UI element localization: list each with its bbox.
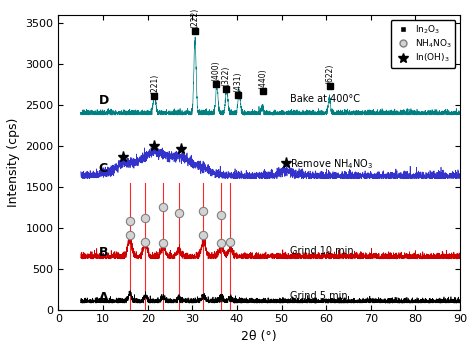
Text: A: A bbox=[99, 290, 108, 303]
Text: (431): (431) bbox=[234, 72, 243, 92]
Text: (622): (622) bbox=[325, 64, 334, 84]
Text: (322): (322) bbox=[221, 66, 230, 86]
Text: Remove NH$_4$NO$_3$: Remove NH$_4$NO$_3$ bbox=[291, 158, 374, 171]
Text: (400): (400) bbox=[211, 61, 220, 82]
Text: (222): (222) bbox=[191, 8, 200, 28]
Text: D: D bbox=[99, 94, 109, 107]
Text: C: C bbox=[99, 162, 108, 175]
Legend: In$_2$O$_3$, NH$_4$NO$_3$, In(OH)$_3$: In$_2$O$_3$, NH$_4$NO$_3$, In(OH)$_3$ bbox=[391, 20, 456, 68]
Text: Bake at 400°C: Bake at 400°C bbox=[291, 94, 360, 104]
Text: (221): (221) bbox=[150, 74, 159, 94]
Y-axis label: Intensity (cps): Intensity (cps) bbox=[7, 118, 20, 207]
X-axis label: 2θ (°): 2θ (°) bbox=[241, 330, 277, 343]
Text: Grind 5 min: Grind 5 min bbox=[291, 291, 348, 301]
Text: (440): (440) bbox=[258, 68, 267, 89]
Text: Grind 10 min: Grind 10 min bbox=[291, 246, 354, 256]
Text: B: B bbox=[99, 245, 108, 259]
